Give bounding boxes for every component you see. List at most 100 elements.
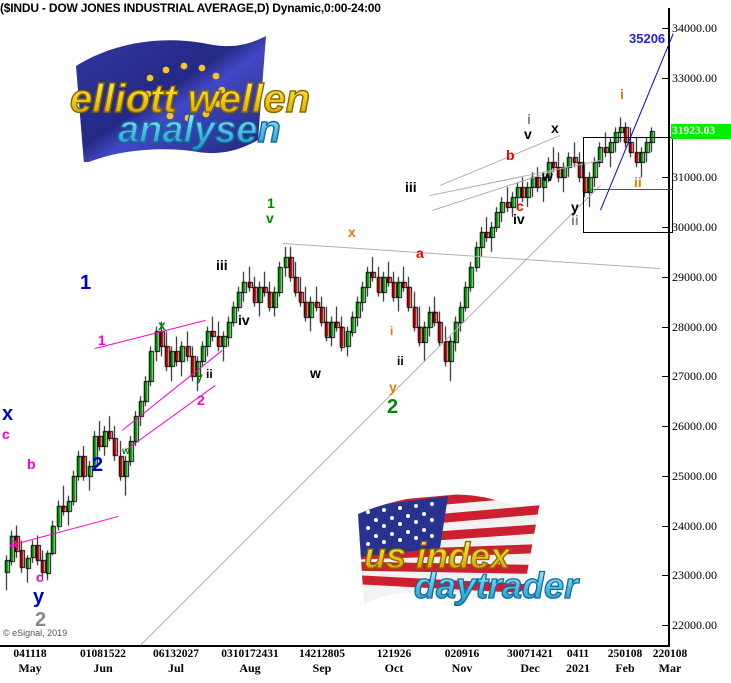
- date-axis-month: Jun: [93, 661, 113, 675]
- price-tick-label: 30000.00: [672, 219, 717, 234]
- date-axis-group: 06132027 Jul: [136, 648, 216, 676]
- wave-label: 2: [92, 454, 104, 476]
- date-axis-days: 01081522: [80, 648, 126, 660]
- price-tick-label: 29000.00: [672, 269, 717, 284]
- date-axis-month: Nov: [451, 661, 473, 675]
- wave-label: b: [27, 456, 36, 472]
- date-axis-group: 041118 May: [0, 648, 70, 676]
- wave-label: ii: [397, 354, 404, 368]
- wave-label: y: [196, 370, 203, 384]
- price-tick-mark: [662, 475, 670, 477]
- wave-label: c: [2, 426, 10, 442]
- date-axis-month: May: [18, 661, 42, 675]
- box-top-line: [583, 137, 673, 139]
- price-tick-mark: [662, 525, 670, 527]
- date-axis-month: Jul: [167, 661, 184, 675]
- wave-label: v: [266, 210, 274, 226]
- chart-title: ($INDU - DOW JONES INDUSTRIAL AVERAGE,D)…: [0, 1, 381, 15]
- wave-label: i: [390, 324, 394, 338]
- box-bottom-line: [583, 231, 673, 233]
- price-tick-mark: [662, 575, 670, 577]
- date-axis-days: 020916: [444, 648, 480, 660]
- wave-label: c: [516, 198, 524, 214]
- price-tick-mark: [662, 376, 670, 378]
- date-axis-days: 0411: [566, 648, 590, 660]
- box-right-line: [672, 137, 673, 232]
- wave-label: i: [527, 111, 531, 127]
- wave-label: ii: [206, 367, 213, 381]
- price-tick-label: 24000.00: [672, 518, 717, 533]
- date-axis-days: 14212805: [299, 648, 345, 660]
- date-axis-days: 220108: [652, 648, 688, 660]
- price-tick-mark: [662, 426, 670, 428]
- wave-label: 2: [197, 392, 205, 408]
- price-tick-label: 22000.00: [672, 618, 717, 633]
- svg-text:analysen: analysen: [118, 109, 281, 151]
- date-axis-group: 30071421 Dec: [490, 648, 570, 676]
- price-tick-mark: [662, 326, 670, 328]
- wave-label: 2: [387, 396, 399, 418]
- us-index-daytrader-logo: us index daytrader: [336, 486, 636, 606]
- date-axis-days: 041118: [13, 648, 47, 660]
- wave-label: v: [524, 126, 532, 142]
- wave-label: x: [551, 120, 559, 136]
- price-tick-label: 31000.00: [672, 170, 717, 185]
- price-tick-label: 34000.00: [672, 20, 717, 35]
- wave-label: a: [10, 535, 18, 551]
- date-axis-group: 0411 2021: [538, 648, 618, 676]
- date-axis-group: 121926 Oct: [354, 648, 434, 676]
- wave-label: w: [310, 365, 321, 381]
- price-tick-label: 27000.00: [672, 369, 717, 384]
- wave-label: iv: [513, 211, 525, 227]
- date-axis-group: 0310172431 Aug: [210, 648, 290, 676]
- date-axis-group: 14212805 Sep: [282, 648, 362, 676]
- wave-label: y: [33, 586, 45, 608]
- wave-label: y: [389, 379, 397, 395]
- date-axis-month: Mar: [658, 661, 682, 675]
- date-axis: 041118 May 01081522 Jun 06132027 Jul 031017243…: [0, 648, 700, 683]
- price-tick-mark: [662, 77, 670, 79]
- last-price-tag: 31923.03: [671, 124, 731, 140]
- price-tick-label: 33000.00: [672, 70, 717, 85]
- wave-label: ii: [634, 174, 642, 190]
- price-axis: 34000.00 33000.00 31000.00 30000.00 29000.00…: [662, 0, 731, 660]
- svg-text:daytrader: daytrader: [414, 565, 580, 606]
- box-left-line: [583, 137, 584, 232]
- date-axis-month: Sep: [312, 661, 332, 675]
- wave-label: w: [122, 446, 130, 457]
- wave-label: 1: [80, 272, 92, 294]
- price-tick-mark: [662, 226, 670, 228]
- date-axis-month: Oct: [384, 661, 404, 675]
- elliott-wellen-analysen-logo: elliott wellen analysen: [58, 32, 328, 162]
- wave-label: x: [158, 317, 166, 333]
- wave-label: 1: [267, 195, 275, 211]
- wave-label: 2: [35, 609, 47, 631]
- date-axis-days: 121926: [376, 648, 412, 660]
- date-axis-line: [0, 645, 670, 647]
- date-axis-group: 01081522 Jun: [63, 648, 143, 676]
- price-tick-label: 25000.00: [672, 468, 717, 483]
- date-axis-group: 020916 Nov: [422, 648, 502, 676]
- wave-label: i: [620, 86, 624, 102]
- price-tick-mark: [662, 177, 670, 179]
- copyright-text: © eSignal, 2019: [3, 628, 68, 638]
- wave-label: w: [542, 168, 553, 184]
- date-axis-month: Dec: [520, 661, 540, 675]
- wave-label: ii: [571, 212, 579, 228]
- support-line-green: [585, 189, 673, 191]
- price-tick-label: 26000.00: [672, 419, 717, 434]
- wave-label: x: [348, 224, 356, 240]
- price-tick-mark: [662, 27, 670, 29]
- date-axis-days: 250108: [607, 648, 643, 660]
- wave-label: a: [416, 245, 424, 261]
- price-tick-mark: [662, 625, 670, 627]
- wave-label: iii: [405, 179, 417, 195]
- price-tick-label: 28000.00: [672, 319, 717, 334]
- svg-text:us index: us index: [364, 535, 512, 576]
- date-axis-group: 250108 Feb: [585, 648, 665, 676]
- wave-label: i: [201, 342, 205, 356]
- date-axis-days: 30071421: [507, 648, 553, 660]
- wave-label: iv: [238, 312, 250, 328]
- date-axis-days: 06132027: [153, 648, 199, 660]
- date-axis-month: Feb: [615, 661, 635, 675]
